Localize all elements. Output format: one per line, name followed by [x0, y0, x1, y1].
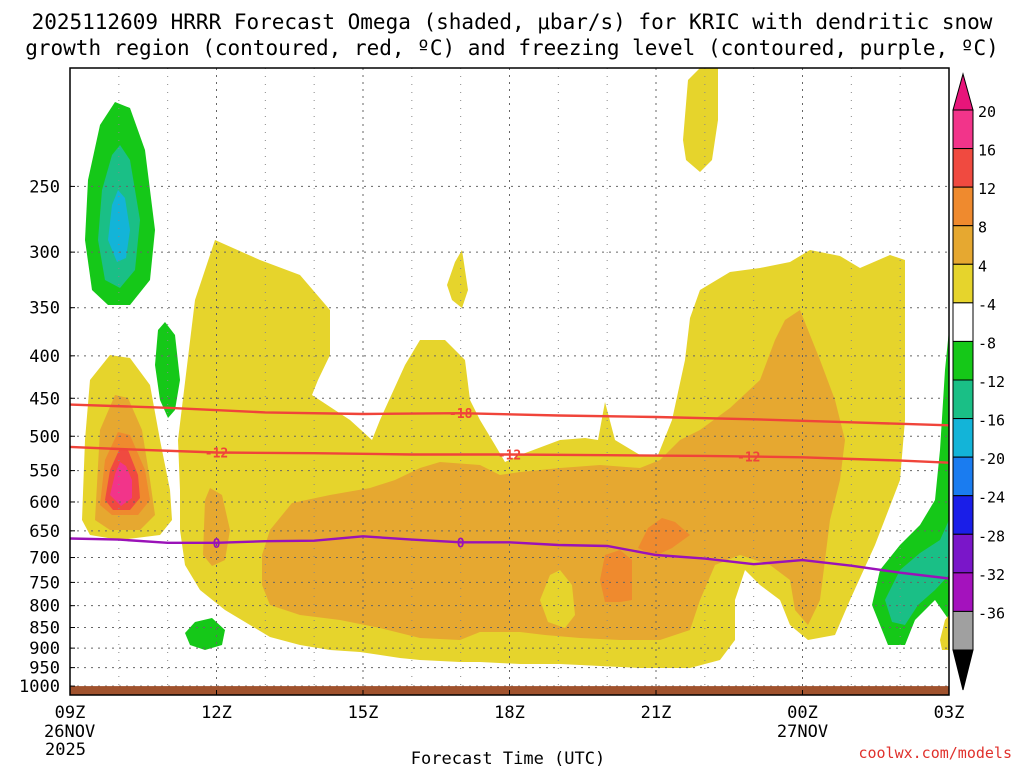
grid-lines	[69, 68, 950, 695]
y-tick-450: 450	[29, 389, 60, 409]
y-tick-750: 750	[29, 573, 60, 593]
x-axis-label: Forecast Time (UTC)	[411, 749, 605, 768]
colorbar-swatch-13	[952, 610, 974, 651]
colorbar-label-13: -36	[978, 604, 1005, 622]
omega-region-top-right	[683, 68, 718, 172]
colorbar-label-9: -20	[978, 450, 1005, 468]
contour-label-3: -12	[737, 451, 760, 466]
x-tick-0: 09Z	[55, 703, 86, 723]
contour-labels: -18 -12 -12 -12 0 0	[205, 407, 761, 552]
omega-region-12z-8	[203, 488, 230, 566]
colorbar-swatch-10	[952, 495, 974, 535]
omega-region-gap	[540, 570, 575, 628]
colorbar-label-8: -16	[978, 412, 1005, 430]
contour-label-0: -18	[449, 407, 473, 422]
x-tick-6: 03Z	[934, 703, 965, 723]
y-tick-300: 300	[29, 243, 60, 263]
colorbar-swatch-9	[952, 456, 974, 497]
colorbar-label-12: -32	[978, 566, 1005, 584]
contour-label-2: -12	[498, 449, 521, 464]
colorbar-label-6: -8	[978, 334, 996, 352]
omega-region-east-teal	[885, 520, 949, 625]
contour-dendritic-minus-18C	[69, 403, 950, 427]
omega-region-main-12b	[638, 518, 690, 556]
credit-text: coolwx.com/models	[858, 744, 1012, 762]
colorbar-label-2: 12	[978, 180, 996, 198]
colorbar-swatch-11	[952, 533, 974, 574]
y-axis: 2503003504004505005506006507007508008509…	[19, 177, 75, 697]
colorbar-label-11: -28	[978, 527, 1005, 545]
y-tick-400: 400	[29, 347, 60, 367]
colorbar-swatch-5	[952, 302, 974, 342]
x-tick-sub2-0: 2025	[45, 740, 86, 760]
omega-region-upper-west-cyan	[108, 190, 130, 262]
y-tick-700: 700	[29, 549, 60, 569]
colorbar-label-3: 8	[978, 219, 987, 237]
x-tick-2: 15Z	[348, 703, 379, 723]
y-tick-950: 950	[29, 659, 60, 679]
x-tick-4: 21Z	[641, 703, 672, 723]
contour-freezing-level-0C	[69, 535, 950, 580]
colorbar-bottom-arrow	[952, 649, 974, 691]
contour-label-5: 0	[457, 536, 465, 551]
y-tick-1000: 1000	[19, 677, 60, 697]
colorbar-swatch-7	[952, 379, 974, 420]
colorbar-label-10: -24	[978, 489, 1005, 507]
colorbar-swatch-4	[952, 263, 974, 304]
y-tick-350: 350	[29, 299, 60, 319]
colorbar-label-7: -12	[978, 373, 1005, 391]
omega-region-main-12a	[600, 550, 632, 602]
chart-title-line2: growth region (contoured, red, ºC) and f…	[25, 36, 999, 60]
colorbar-swatch-0	[952, 109, 974, 150]
contour-dendritic-minus-12C	[69, 445, 950, 464]
omega-region-green-small	[185, 618, 225, 650]
omega-region-east-yellow	[940, 615, 949, 650]
colorbar-swatch-2	[952, 186, 974, 227]
colorbar-top-arrow	[952, 72, 974, 111]
omega-region-west-20	[110, 462, 132, 506]
colorbar: 20 16 12 8 4 -4 -8 -12 -16 -20 -24 -28 -32 -36	[952, 72, 1005, 691]
x-tick-sub1-5: 27NOV	[777, 722, 828, 742]
omega-region-small-blob	[447, 250, 468, 308]
y-tick-800: 800	[29, 597, 60, 617]
x-tick-1: 12Z	[201, 703, 232, 723]
colorbar-label-1: 16	[978, 142, 996, 160]
colorbar-swatch-8	[952, 418, 974, 458]
colorbar-swatch-1	[952, 148, 974, 188]
colorbar-swatch-6	[952, 340, 974, 381]
x-tick-5: 00Z	[787, 703, 818, 723]
y-tick-500: 500	[29, 427, 60, 447]
colorbar-swatch-3	[952, 225, 974, 265]
contour-lines	[69, 403, 950, 580]
y-tick-650: 650	[29, 522, 60, 542]
y-tick-550: 550	[29, 462, 60, 482]
colorbar-label-5: -4	[978, 296, 996, 314]
x-tick-sub1-0: 26NOV	[44, 722, 95, 742]
chart-title-line1: 2025112609 HRRR Forecast Omega (shaded, …	[32, 10, 993, 34]
contour-label-4: 0	[213, 537, 221, 552]
x-tick-3: 18Z	[494, 703, 525, 723]
y-tick-900: 900	[29, 639, 60, 659]
y-tick-250: 250	[29, 177, 60, 197]
omega-region-green-strip	[155, 322, 180, 418]
colorbar-swatch-12	[952, 572, 974, 612]
y-tick-850: 850	[29, 619, 60, 639]
colorbar-label-0: 20	[978, 103, 996, 121]
colorbar-label-4: 4	[978, 257, 987, 275]
y-tick-600: 600	[29, 493, 60, 513]
contour-label-1: -12	[205, 446, 228, 461]
